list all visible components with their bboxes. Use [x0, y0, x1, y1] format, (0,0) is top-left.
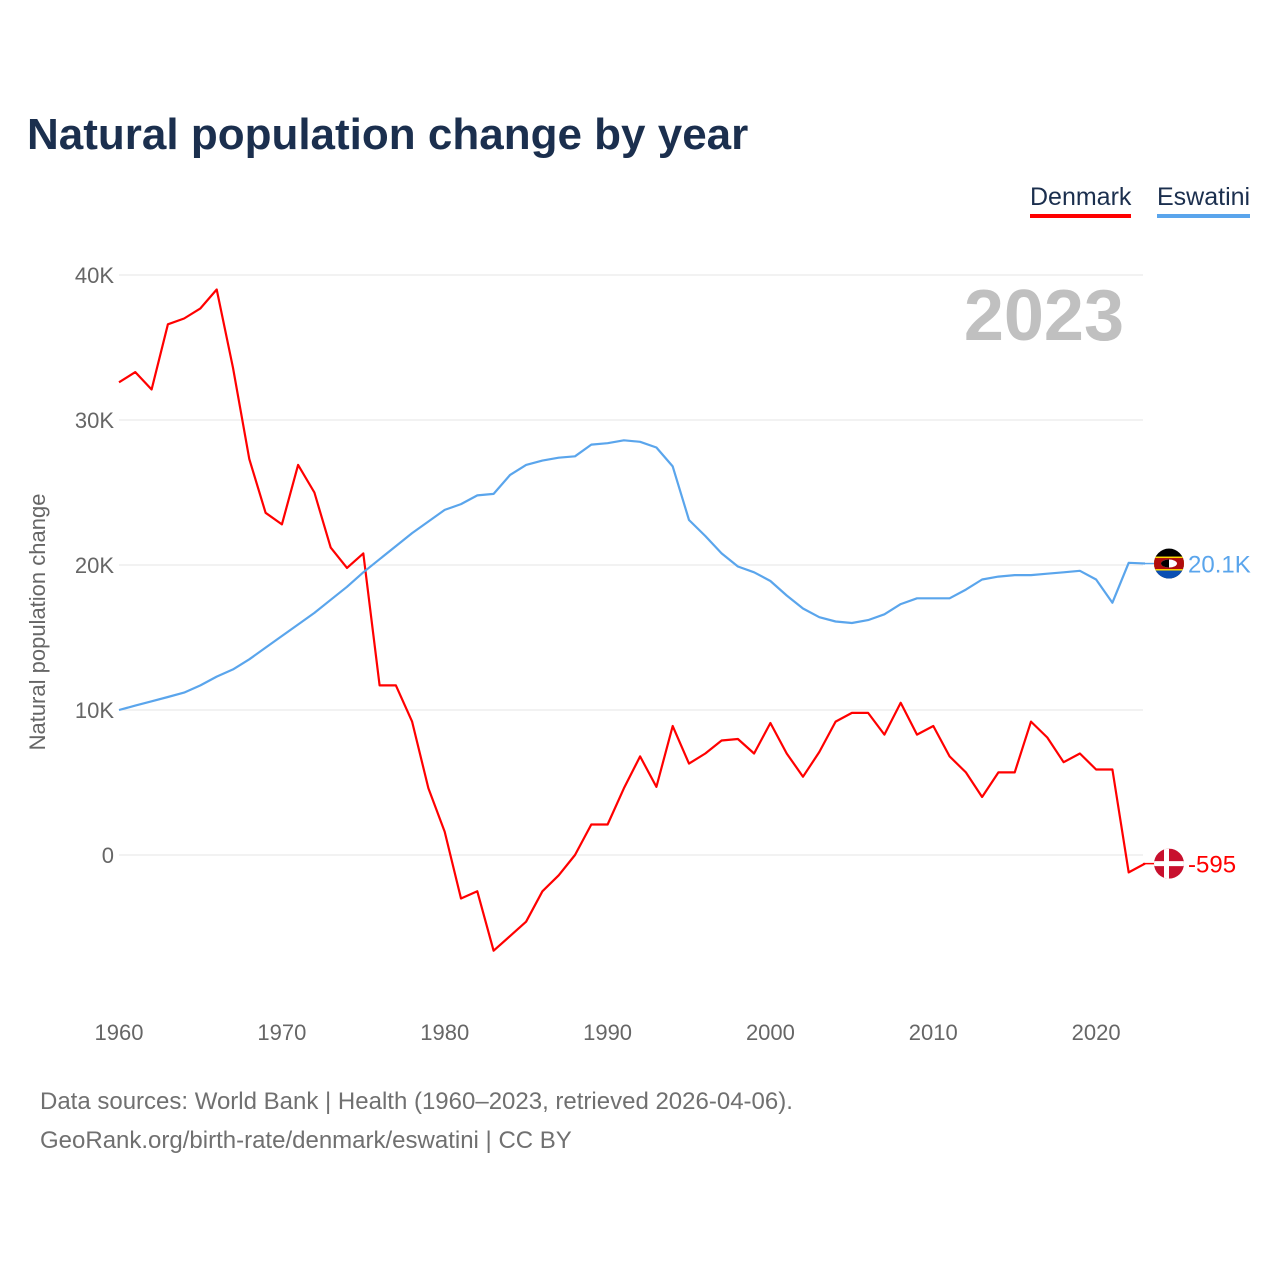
series-line-eswatini	[118, 439, 1146, 712]
legend-eswatini[interactable]: Eswatini	[1157, 183, 1251, 218]
legend-denmark[interactable]: Denmark	[1030, 183, 1132, 218]
attribution-link[interactable]: GeoRank.org/birth-rate/denmark/eswatini …	[40, 1127, 572, 1154]
x-tick-label: 2020	[1072, 1020, 1121, 1045]
y-tick-label: 20K	[75, 553, 114, 578]
end-value-label-denmark: -595	[1188, 852, 1236, 879]
y-tick-label: 10K	[75, 698, 114, 723]
y-axis-label: Natural population change	[25, 494, 50, 751]
denmark-flag-icon	[1154, 848, 1184, 879]
data-source-text: Data sources: World Bank | Health (1960–…	[40, 1088, 793, 1115]
x-tick-label: 2000	[746, 1020, 795, 1045]
y-tick-label: 30K	[75, 408, 114, 433]
x-tick-label: 1990	[583, 1020, 632, 1045]
x-tick-label: 2010	[909, 1020, 958, 1045]
end-value-label-eswatini: 20.1K	[1188, 552, 1251, 579]
x-tick-label: 1970	[257, 1020, 306, 1045]
series-line-denmark	[118, 288, 1146, 952]
y-tick-label: 0	[102, 843, 114, 868]
x-tick-label: 1960	[95, 1020, 144, 1045]
x-tick-label: 1980	[420, 1020, 469, 1045]
y-tick-label: 40K	[75, 263, 114, 288]
chart-title: Natural population change by year	[27, 110, 749, 159]
eswatini-flag-icon	[1154, 548, 1184, 579]
year-watermark: 2023	[964, 276, 1124, 356]
